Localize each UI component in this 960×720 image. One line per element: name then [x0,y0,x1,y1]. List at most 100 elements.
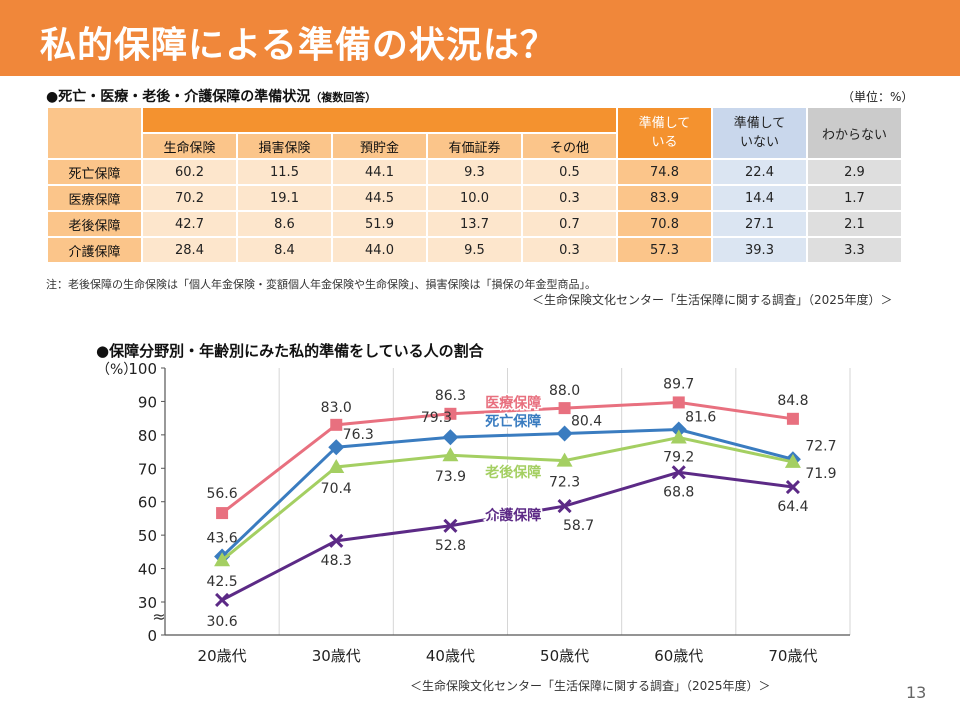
cell: 0.3 [523,186,616,210]
y-axis-label: （%） [96,362,137,378]
data-label: 68.8 [663,484,694,500]
data-label: 71.9 [805,466,836,482]
y-tick-label: 100 [128,360,157,378]
data-label: 84.8 [777,393,808,409]
data-label: 72.3 [549,475,580,491]
y-tick-label: 0 [147,627,157,645]
table-row: 死亡保障 60.2 11.5 44.1 9.3 0.5 74.8 22.4 2.… [48,160,901,184]
cell: 10.0 [428,186,521,210]
y-tick-label: 70 [138,460,157,478]
table-title: ●死亡・医療・老後・介護保障の準備状況（複数回答） [46,86,376,106]
data-label: 56.6 [206,486,237,502]
data-label: 79.2 [663,450,694,466]
data-point [558,402,571,415]
not-prepared-header: 準備していない [713,108,806,158]
cell: 8.4 [238,238,331,262]
row-label: 介護保障 [48,238,141,262]
data-label: 43.6 [206,531,237,547]
x-tick-label: 20歳代 [198,647,247,665]
data-point [443,518,458,533]
row-label: 老後保障 [48,212,141,236]
x-tick-label: 60歳代 [654,647,703,665]
table-note: 注：老後保障の生命保険は「個人年金保険・変額個人年金保険や生命保険」、損害保険は… [46,278,596,291]
row-label: 医療保障 [48,186,141,210]
series-name-label: 死亡保障 [484,413,541,430]
preparation-table: 準備している 準備していない わからない 生命保険 損害保険 預貯金 有価証券 … [46,106,903,264]
series-name-label: 介護保障 [484,507,541,524]
x-tick-label: 40歳代 [426,647,475,665]
prepared-breakdown-band [143,108,616,132]
data-point [442,429,459,446]
prepared-cell: 57.3 [618,238,711,262]
data-point [556,452,573,467]
column-header: 有価証券 [428,134,521,158]
prepared-header-text: 準備している [638,116,691,150]
unknown-cell: 2.1 [808,212,901,236]
data-label: 73.9 [435,469,466,485]
data-point [670,429,687,444]
x-tick-label: 50歳代 [540,647,589,665]
y-tick-label: 90 [138,393,157,411]
data-point [329,533,344,548]
data-point [216,507,229,520]
page-number: 13 [906,683,927,702]
table-title-text: ●死亡・医療・老後・介護保障の準備状況 [46,89,311,105]
column-header: 預貯金 [333,134,426,158]
prepared-cell: 74.8 [618,160,711,184]
data-label: 52.8 [435,538,466,554]
data-point [556,425,573,442]
data-point [785,479,800,495]
cell: 44.1 [333,160,426,184]
data-label: 70.4 [321,481,352,497]
unit-label: （単位：%） [842,90,914,104]
not-prepared-cell: 27.1 [713,212,806,236]
data-point [672,396,685,409]
data-label: 48.3 [321,553,352,569]
cell: 0.7 [523,212,616,236]
data-label: 86.3 [435,388,466,404]
data-label: 80.4 [571,414,602,430]
cell: 60.2 [143,160,236,184]
column-header: 生命保険 [143,134,236,158]
series-line [221,428,794,558]
table-source: ＜生命保険文化センター「生活保障に関する調査」（2025年度）＞ [532,293,893,307]
y-tick-label: 80 [138,427,157,445]
cell: 0.3 [523,238,616,262]
data-label: 88.0 [549,383,580,399]
not-prepared-cell: 22.4 [713,160,806,184]
prepared-cell: 70.8 [618,212,711,236]
data-point [330,418,343,431]
title-bar: 私的保障による準備の状況は？ [0,0,960,76]
cell: 0.5 [523,160,616,184]
cell: 70.2 [143,186,236,210]
unknown-cell: 3.3 [808,238,901,262]
line-chart: 0 30 40 50 60 70 80 90 100（%） ≈20歳代 30歳代 40歳代 50歳代 60… [96,360,851,665]
x-tick-label: 30歳代 [312,647,361,665]
cell: 11.5 [238,160,331,184]
data-point [784,453,801,468]
series-line [221,435,794,562]
table-row: 老後保障 42.7 8.6 51.9 13.7 0.7 70.8 27.1 2.… [48,212,901,236]
data-label: 30.6 [206,614,237,630]
chart-source: ＜生命保険文化センター「生活保障に関する調査」（2025年度）＞ [410,679,771,693]
y-tick-label: 50 [138,527,157,545]
table-row: 介護保障 28.4 8.4 44.0 9.5 0.3 57.3 39.3 3.3 [48,238,901,262]
series-name-label: 老後保障 [485,464,541,481]
cell: 42.7 [143,212,236,236]
data-point [444,407,457,420]
series-name-label: 医療保障 [485,395,541,412]
table-corner [48,108,141,158]
prepared-header: 準備している [618,108,711,158]
cell: 28.4 [143,238,236,262]
data-label: 64.4 [777,499,808,515]
data-label: 72.7 [805,438,836,454]
row-label: 死亡保障 [48,160,141,184]
data-label: 83.0 [321,400,352,416]
cell: 51.9 [333,212,426,236]
axis-break-symbol: ≈ [152,607,165,626]
table-title-note: （複数回答） [310,91,377,104]
series-line [221,400,794,515]
data-point [786,412,799,425]
data-point [328,439,345,456]
cell: 44.0 [333,238,426,262]
